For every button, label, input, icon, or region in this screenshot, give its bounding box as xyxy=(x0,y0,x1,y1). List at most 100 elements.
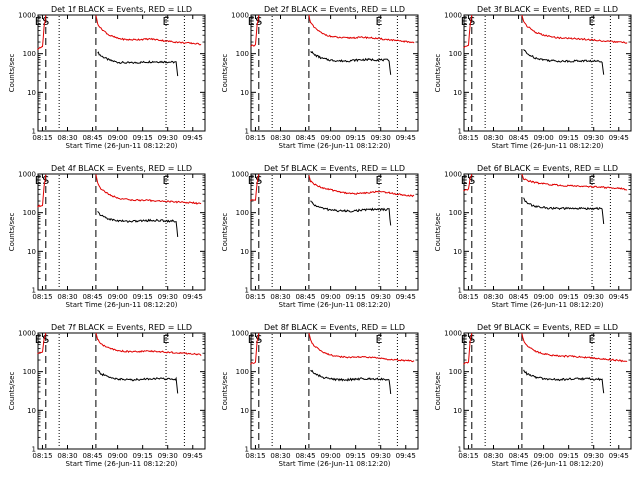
panel-title: Det 7f BLACK = Events, RED = LLD xyxy=(51,323,192,332)
marker-e: E xyxy=(589,174,596,187)
series-lld-line xyxy=(522,174,627,190)
x-tick-label: 08:30 xyxy=(57,452,77,460)
marker-e: E xyxy=(163,333,170,346)
x-tick-label: 08:15 xyxy=(458,134,478,142)
x-tick-label: 08:45 xyxy=(295,293,315,301)
x-tick-label: 09:00 xyxy=(321,134,341,142)
marker-e: E xyxy=(248,174,255,187)
x-axis-label: Start Time (26-Jun-11 08:12:20) xyxy=(492,301,604,309)
panel-det-3: Det 3f BLACK = Events, RED = LLD11010010… xyxy=(434,5,631,150)
panel-det-1: Det 1f BLACK = Events, RED = LLD 1 10 100 10… xyxy=(8,5,205,150)
y-axis-label: Counts/sec xyxy=(221,213,229,252)
x-tick-label: 08:30 xyxy=(483,293,503,301)
x-tick-label: 09:45 xyxy=(396,452,416,460)
x-tick-label: 09:15 xyxy=(346,452,366,460)
marker-e: E xyxy=(461,174,468,187)
x-tick-label: 09:30 xyxy=(158,134,178,142)
y-tick-label: 1000 xyxy=(231,12,249,20)
x-tick-label: 08:15 xyxy=(458,452,478,460)
x-tick-label: 09:15 xyxy=(133,134,153,142)
marker-e: E xyxy=(35,333,42,346)
y-axis-label: Counts/sec xyxy=(434,372,442,411)
x-tick-label: 09:45 xyxy=(609,134,629,142)
marker-e: E xyxy=(163,15,170,28)
y-tick-label: 1000 xyxy=(444,12,462,20)
panel-det-8: Det 8f BLACK = Events, RED = LLD 1 10 100 10… xyxy=(221,323,418,468)
x-axis-label: Start Time (26-Jun-11 08:12:20) xyxy=(492,142,604,150)
y-axis-label: Counts/sec xyxy=(434,213,442,252)
marker-e: E xyxy=(35,174,42,187)
y-tick-label: 100 xyxy=(449,209,462,217)
x-tick-label: 09:15 xyxy=(133,293,153,301)
x-tick-label: 09:15 xyxy=(559,452,579,460)
marker-e: E xyxy=(589,333,596,346)
x-tick-label: 09:00 xyxy=(108,452,128,460)
x-tick-label: 09:30 xyxy=(584,134,604,142)
x-axis-label: Start Time (26-Jun-11 08:12:20) xyxy=(279,460,391,468)
x-tick-label: 09:00 xyxy=(534,293,554,301)
y-tick-label: 10 xyxy=(27,89,36,97)
x-tick-label: 09:30 xyxy=(584,452,604,460)
x-tick-label: 09:00 xyxy=(321,452,341,460)
x-tick-label: 08:30 xyxy=(57,293,77,301)
marker-e: E xyxy=(35,15,42,28)
y-tick-label: 100 xyxy=(449,368,462,376)
x-tick-label: 09:45 xyxy=(183,134,203,142)
marker-e: E xyxy=(163,174,170,187)
plot-frame xyxy=(38,15,205,131)
x-axis-label: Start Time (26-Jun-11 08:12:20) xyxy=(66,301,178,309)
y-tick-label: 1000 xyxy=(18,171,36,179)
y-tick-label: 100 xyxy=(449,50,462,58)
plot-frame xyxy=(251,15,418,131)
y-axis-label: Counts/sec xyxy=(221,372,229,411)
x-tick-label: 08:45 xyxy=(508,134,528,142)
y-tick-label: 10 xyxy=(240,407,249,415)
y-tick-label: 10 xyxy=(453,407,462,415)
x-tick-label: 08:45 xyxy=(82,293,102,301)
y-axis-label: Counts/sec xyxy=(434,54,442,93)
x-tick-label: 09:00 xyxy=(534,134,554,142)
x-tick-label: 08:15 xyxy=(245,452,265,460)
marker-e: E xyxy=(461,333,468,346)
x-tick-label: 09:45 xyxy=(396,293,416,301)
y-tick-label: 100 xyxy=(23,209,36,217)
series-events-line xyxy=(311,51,391,74)
x-tick-label: 09:45 xyxy=(183,452,203,460)
y-axis-label: Counts/sec xyxy=(8,372,16,411)
x-tick-label: 09:45 xyxy=(609,452,629,460)
panel-title: Det 4f BLACK = Events, RED = LLD xyxy=(51,164,192,173)
x-tick-label: 08:45 xyxy=(295,134,315,142)
plot-frame xyxy=(464,174,631,290)
y-tick-label: 10 xyxy=(27,248,36,256)
series-lld-line xyxy=(96,174,201,204)
series-lld-line xyxy=(96,15,201,44)
x-axis-label: Start Time (26-Jun-11 08:12:20) xyxy=(66,460,178,468)
series-lld-line xyxy=(309,15,414,43)
y-tick-label: 100 xyxy=(23,368,36,376)
x-tick-label: 08:15 xyxy=(32,452,52,460)
x-tick-label: 09:00 xyxy=(321,293,341,301)
x-tick-label: 09:30 xyxy=(371,452,391,460)
x-tick-label: 08:15 xyxy=(32,134,52,142)
y-tick-label: 10 xyxy=(453,89,462,97)
series-lld-line xyxy=(522,15,627,43)
y-tick-label: 1000 xyxy=(18,12,36,20)
figure: Det 1f BLACK = Events, RED = LLD11010010… xyxy=(0,0,640,480)
y-tick-label: 10 xyxy=(27,407,36,415)
panel-det-5: Det 5f BLACK = Events, RED = LLD 1 10 100 10… xyxy=(221,164,418,309)
y-tick-label: 1000 xyxy=(231,330,249,338)
series-lld-line xyxy=(96,333,201,356)
x-tick-label: 09:30 xyxy=(371,293,391,301)
plot-frame xyxy=(251,333,418,449)
x-tick-label: 09:00 xyxy=(108,293,128,301)
panel-det-9: Det 9f BLACK = Events, RED = LLD 1 10 100 10… xyxy=(434,323,631,468)
panel-title: Det 9f BLACK = Events, RED = LLD xyxy=(477,323,618,332)
x-tick-label: 09:15 xyxy=(559,293,579,301)
panel-title: Det 6f BLACK = Events, RED = LLD xyxy=(477,164,618,173)
x-tick-label: 08:45 xyxy=(508,452,528,460)
plot-frame xyxy=(464,15,631,131)
x-tick-label: 08:45 xyxy=(508,293,528,301)
y-axis-label: Counts/sec xyxy=(8,213,16,252)
x-tick-label: 09:00 xyxy=(108,134,128,142)
x-tick-label: 08:30 xyxy=(483,452,503,460)
